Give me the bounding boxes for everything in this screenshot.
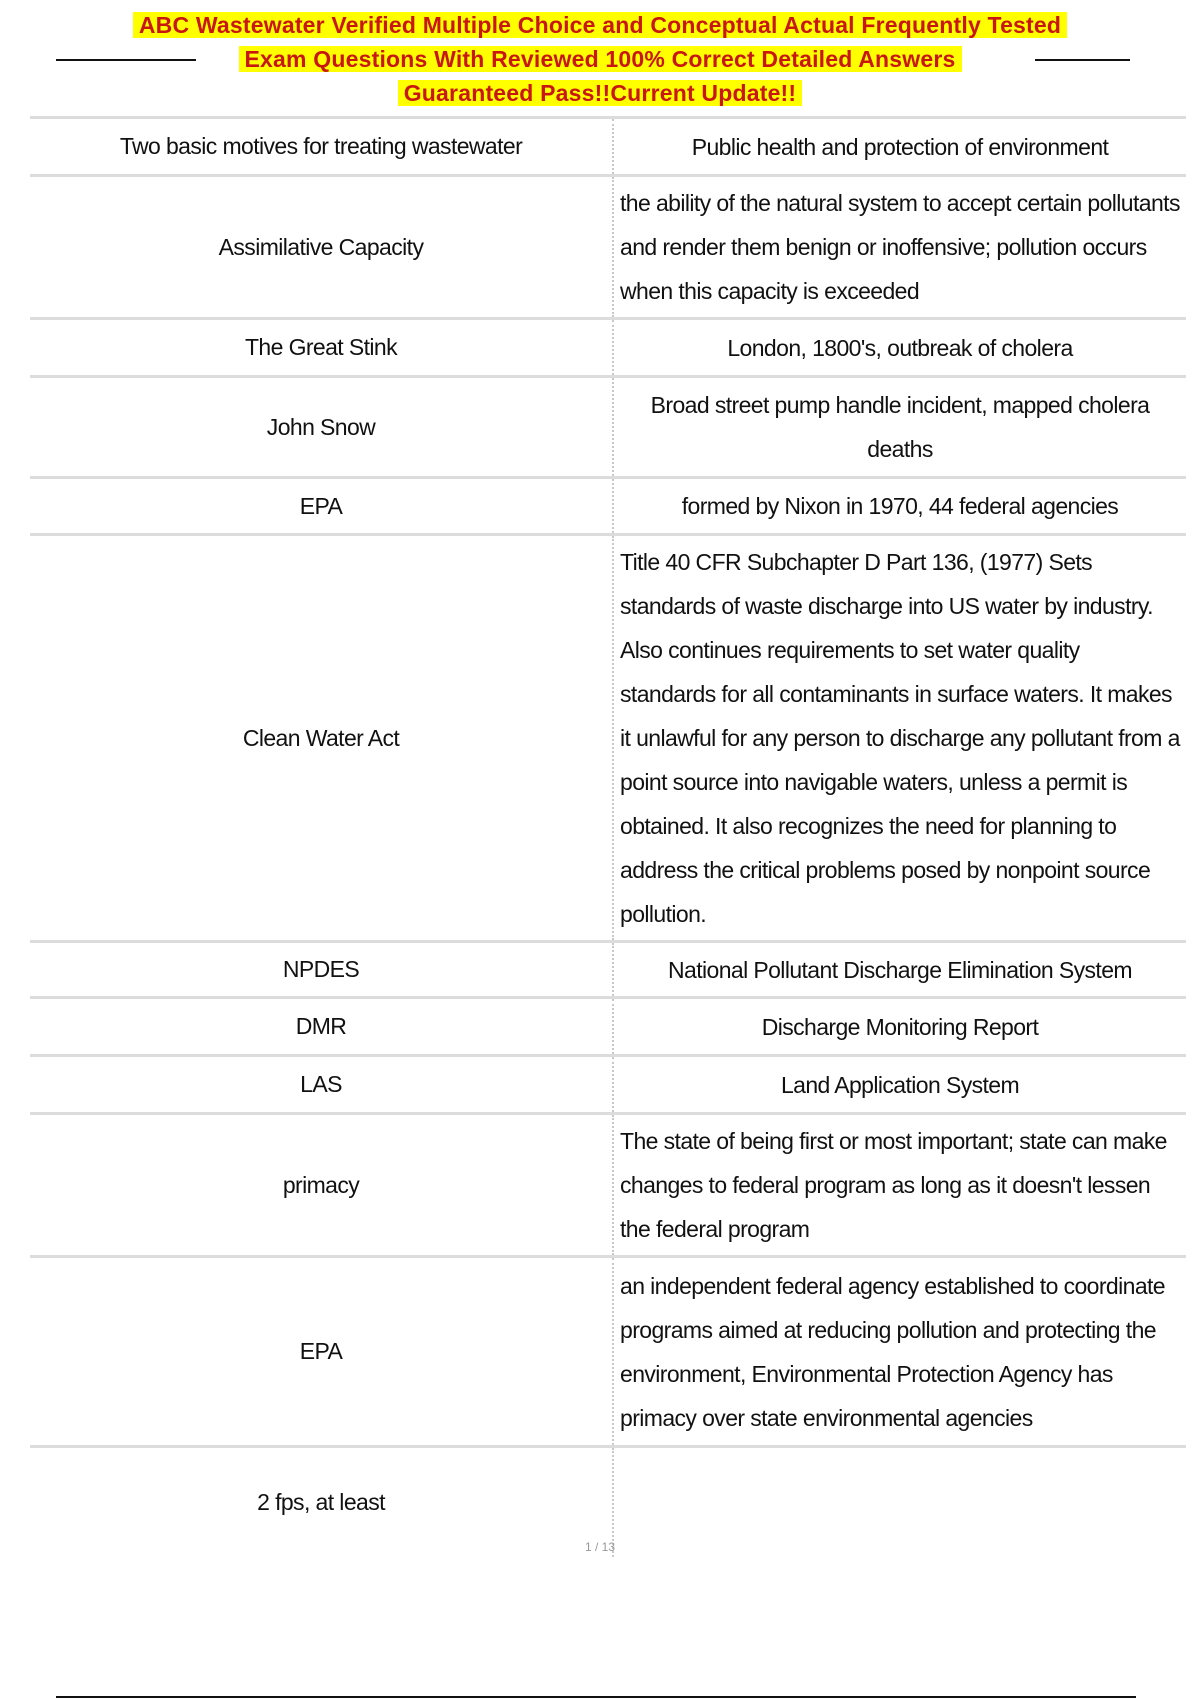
- table-row: DMR Discharge Monitoring Report: [30, 996, 1186, 1057]
- table-row: The Great Stink London, 1800's, outbreak …: [30, 317, 1186, 378]
- definition-cell: the ability of the natural system to acc…: [613, 174, 1186, 320]
- term-cell: primacy: [30, 1112, 614, 1258]
- definition-cell: London, 1800's, outbreak of cholera: [613, 317, 1186, 378]
- term-cell: LAS: [30, 1054, 614, 1115]
- term-cell: EPA: [30, 476, 614, 536]
- definition-cell: [613, 1445, 1186, 1557]
- definition-cell: Title 40 CFR Subchapter D Part 136, (197…: [613, 533, 1186, 943]
- definition-cell: Public health and protection of environm…: [613, 116, 1186, 177]
- document-title: ABC Wastewater Verified Multiple Choice …: [0, 8, 1200, 110]
- title-line-1: ABC Wastewater Verified Multiple Choice …: [0, 8, 1200, 42]
- definition-cell: Land Application System: [613, 1054, 1186, 1115]
- flashcard-table: Two basic motives for treating wastewate…: [30, 116, 1186, 1557]
- term-cell: The Great Stink: [30, 317, 614, 378]
- definition-cell: an independent federal agency establishe…: [613, 1255, 1186, 1448]
- title-rule-right: [1035, 59, 1130, 61]
- table-row: Two basic motives for treating wastewate…: [30, 116, 1186, 177]
- definition-cell: formed by Nixon in 1970, 44 federal agen…: [613, 476, 1186, 536]
- term-cell: NPDES: [30, 940, 614, 999]
- definition-cell: Discharge Monitoring Report: [613, 996, 1186, 1057]
- title-line-3: Guaranteed Pass!!Current Update!!: [0, 76, 1200, 110]
- term-cell: Two basic motives for treating wastewate…: [30, 116, 614, 177]
- term-cell: DMR: [30, 996, 614, 1057]
- table-row: LAS Land Application System: [30, 1054, 1186, 1115]
- term-cell: EPA: [30, 1255, 614, 1448]
- table-row: NPDES National Pollutant Discharge Elimin…: [30, 940, 1186, 999]
- definition-cell: Broad street pump handle incident, mappe…: [613, 375, 1186, 479]
- definition-cell: National Pollutant Discharge Elimination…: [613, 940, 1186, 999]
- term-cell: Clean Water Act: [30, 533, 614, 943]
- term-cell: 2 fps, at least: [30, 1445, 614, 1557]
- table-row: Clean Water Act Title 40 CFR Subchapter D…: [30, 533, 1186, 943]
- table-row: John Snow Broad street pump handle incide…: [30, 375, 1186, 479]
- title-rule-left: [56, 59, 196, 61]
- table-row: Assimilative Capacity the ability of the …: [30, 174, 1186, 320]
- bottom-rule: [56, 1696, 1136, 1698]
- table-row: 2 fps, at least: [30, 1445, 1186, 1557]
- table-row: EPA formed by Nixon in 1970, 44 federal a…: [30, 476, 1186, 536]
- term-cell: Assimilative Capacity: [30, 174, 614, 320]
- table-row: primacy The state of being first or most …: [30, 1112, 1186, 1258]
- definition-cell: The state of being first or most importa…: [613, 1112, 1186, 1258]
- term-cell: John Snow: [30, 375, 614, 479]
- page-number: 1 / 13: [584, 1540, 616, 1554]
- table-row: EPA an independent federal agency establi…: [30, 1255, 1186, 1448]
- title-line-2: Exam Questions With Reviewed 100% Correc…: [0, 42, 1200, 76]
